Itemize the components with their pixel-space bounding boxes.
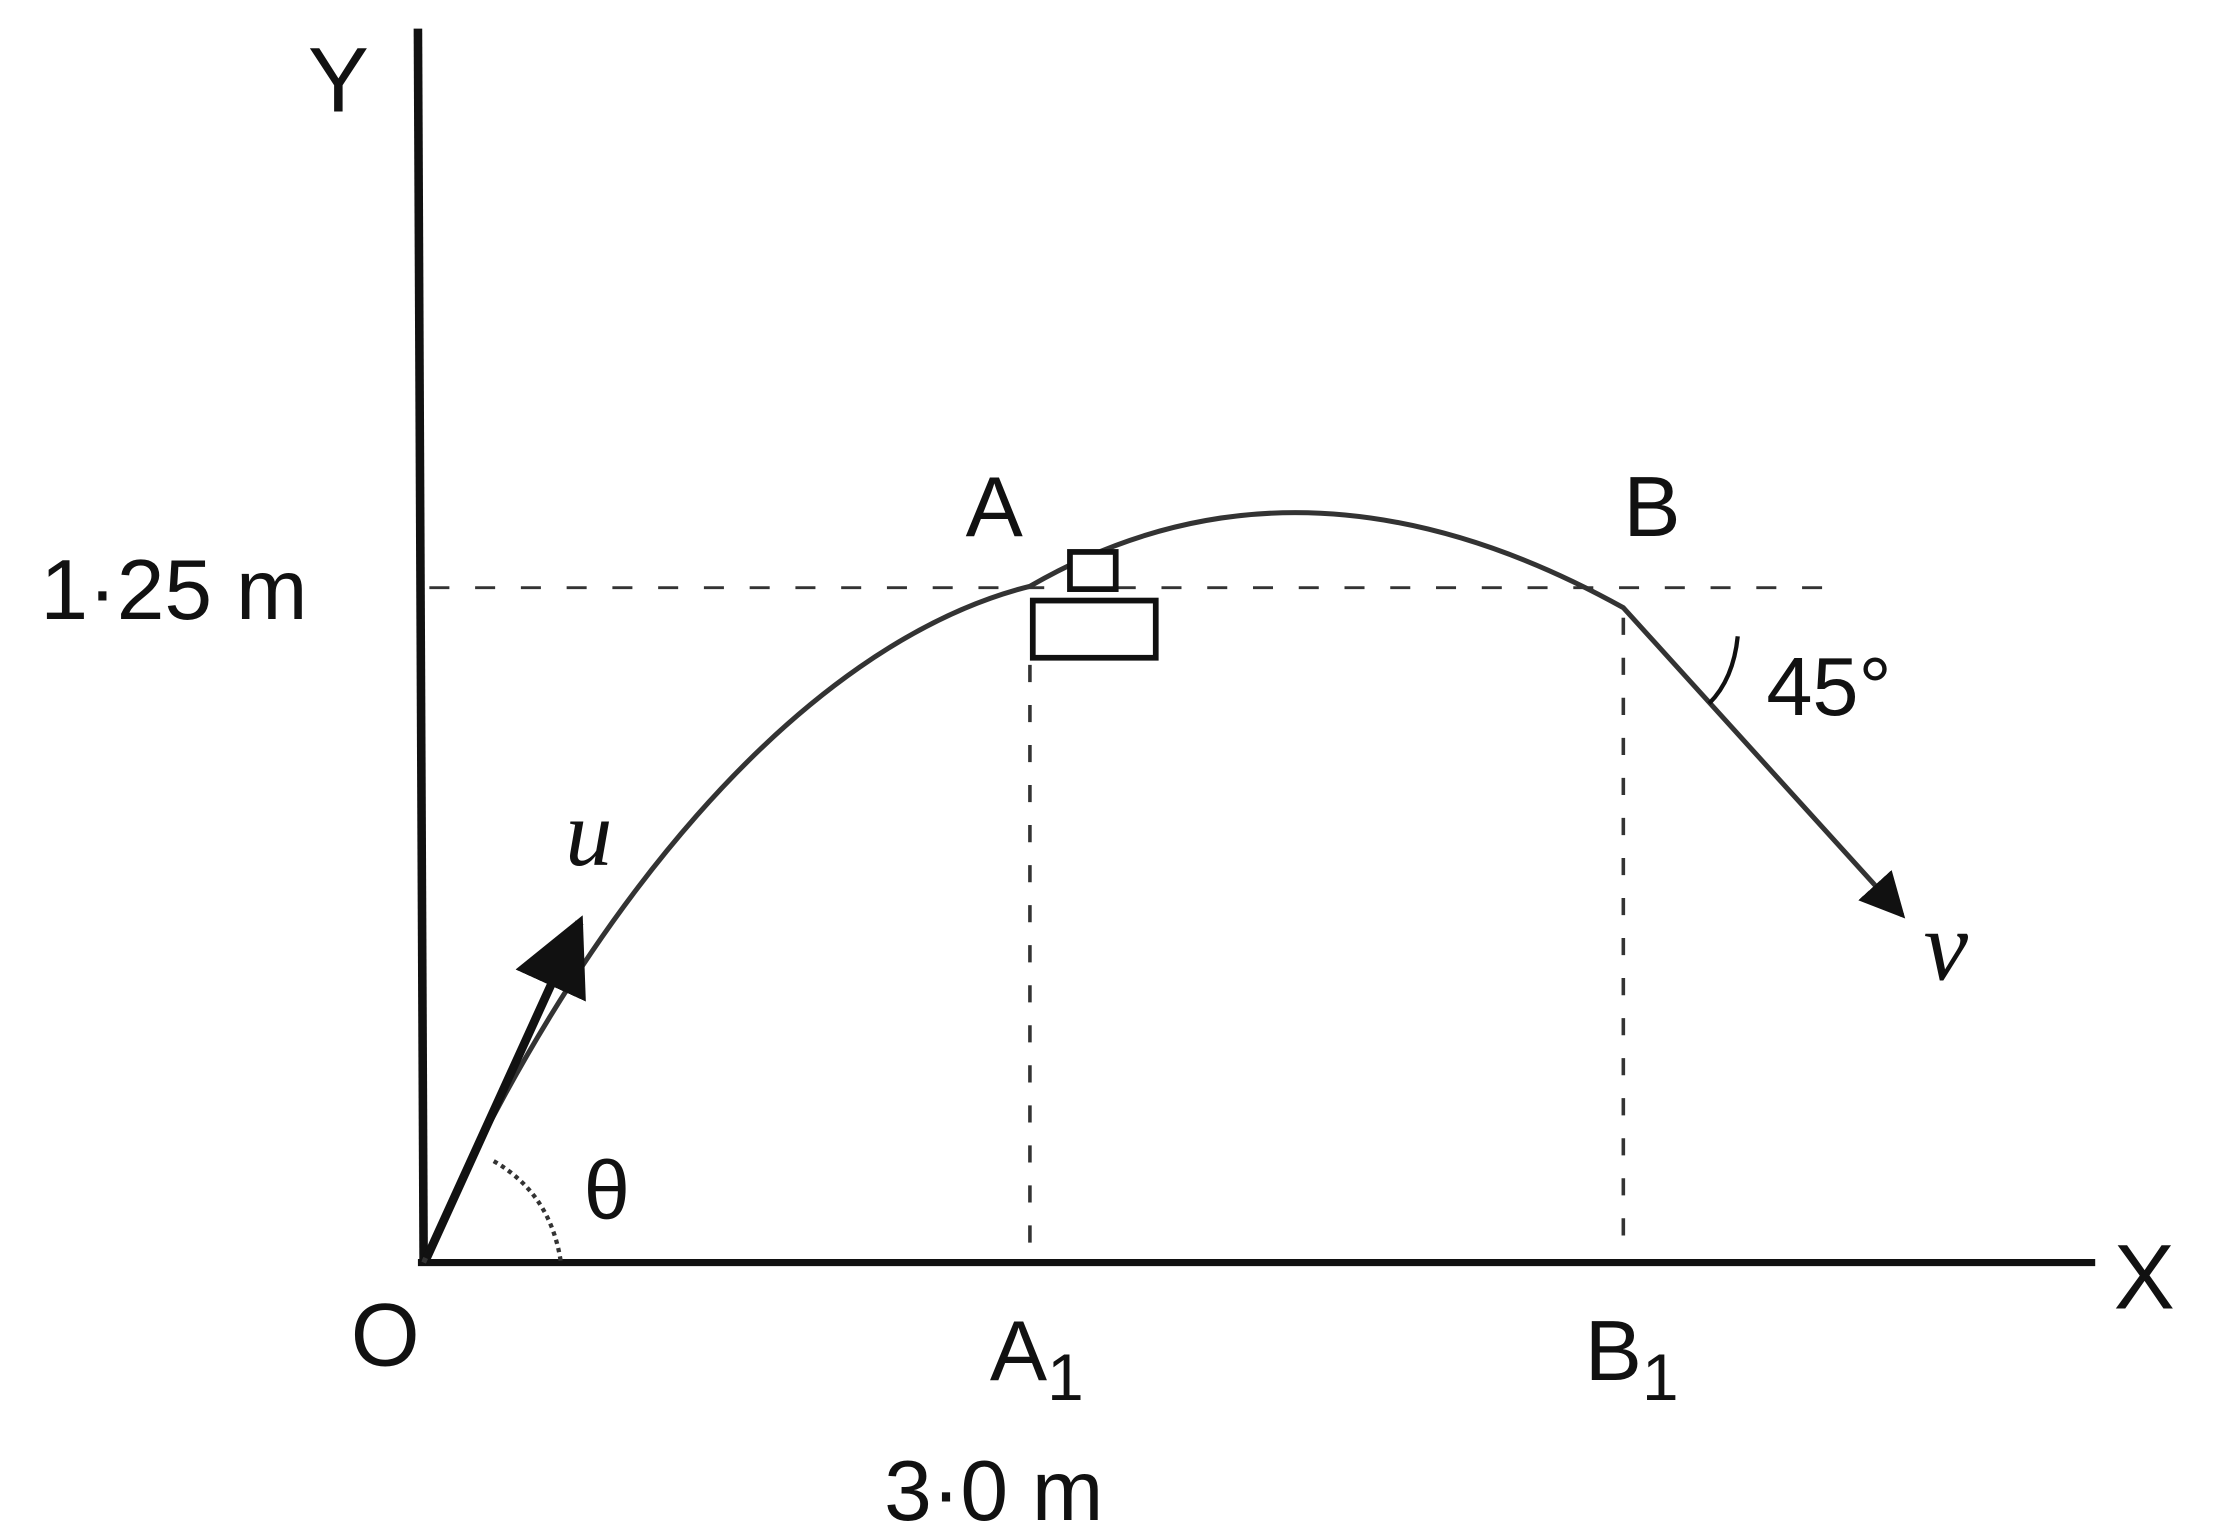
block-top: [1067, 549, 1119, 592]
initial-velocity-arrow: [422, 915, 586, 1261]
origin-label: O: [351, 1286, 420, 1385]
angle-45-arc: [1707, 636, 1740, 706]
block-base: [1029, 597, 1159, 661]
distance-label: 3·0 m: [884, 1443, 1103, 1530]
launch-angle-label: θ: [584, 1143, 630, 1236]
point-b-label: B: [1623, 459, 1680, 555]
point-a1-label: A1: [990, 1303, 1084, 1414]
point-a-label: A: [966, 459, 1024, 555]
final-angle-label: 45°: [1766, 640, 1891, 733]
x-axis-label: X: [2114, 1226, 2175, 1328]
initial-velocity-label: u: [565, 782, 612, 886]
height-label: 1·25 m: [40, 542, 307, 638]
point-b1-label: B1: [1585, 1303, 1679, 1414]
trajectory-curve: [421, 510, 1906, 1264]
y-axis-label: Y: [308, 30, 369, 132]
theta-arc: [492, 1159, 564, 1263]
y-axis: [413, 28, 428, 1266]
final-velocity-label: v: [1924, 890, 1969, 1001]
